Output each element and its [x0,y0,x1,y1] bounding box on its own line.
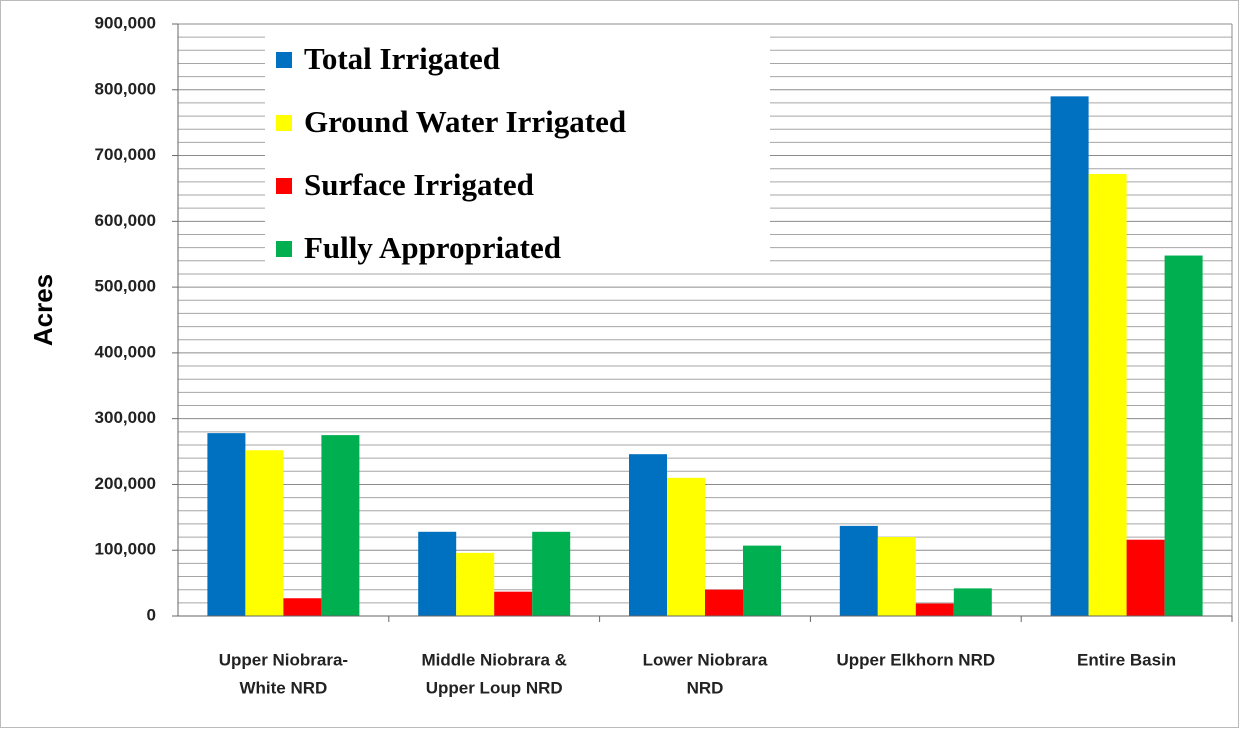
bar [1164,255,1203,616]
x-tick-label: White NRD [239,678,327,697]
y-tick-label: 900,000 [95,13,156,32]
legend-swatch [276,241,292,257]
legend-label: Total Irrigated [304,41,500,76]
bar [532,531,571,616]
x-tick-label: Upper Loup NRD [426,678,563,697]
y-axis-title: Acres [28,274,58,346]
y-tick-label: 400,000 [95,342,156,361]
bar [743,545,781,616]
legend-swatch [276,52,292,68]
x-tick-label: Upper Elkhorn NRD [836,650,995,669]
x-tick-label: Upper Niobrara- [219,650,348,669]
y-tick-label: 600,000 [95,211,156,230]
y-tick-label: 500,000 [95,277,156,296]
x-tick-label: Entire Basin [1077,650,1176,669]
bar [456,552,495,616]
x-tick-label: Lower Niobrara [643,650,768,669]
y-tick-label: 100,000 [95,540,156,559]
legend-swatch [276,115,292,131]
bar [418,531,457,616]
bar [494,591,533,616]
bar [629,454,667,616]
bar [207,433,246,616]
bar [1088,173,1127,616]
y-tick-label: 300,000 [95,408,156,427]
bar [1126,539,1165,616]
bar [839,525,878,616]
bar [245,450,284,616]
bar [953,588,992,616]
x-tick-label: Middle Niobrara & [421,650,566,669]
bar [1050,96,1089,617]
x-tick-label: NRD [687,678,724,697]
y-tick-label: 700,000 [95,145,156,164]
y-tick-label: 0 [147,605,156,624]
bar [321,435,360,616]
legend-box [265,28,770,273]
bar [705,589,743,616]
y-tick-label: 200,000 [95,474,156,493]
bar [283,598,322,616]
bar [915,603,954,616]
bar [667,477,705,616]
legend-label: Ground Water Irrigated [304,104,626,139]
y-tick-label: 800,000 [95,79,156,98]
bar [877,537,916,616]
legend-label: Fully Appropriated [304,230,561,265]
legend-label: Surface Irrigated [304,167,534,202]
legend-swatch [276,178,292,194]
